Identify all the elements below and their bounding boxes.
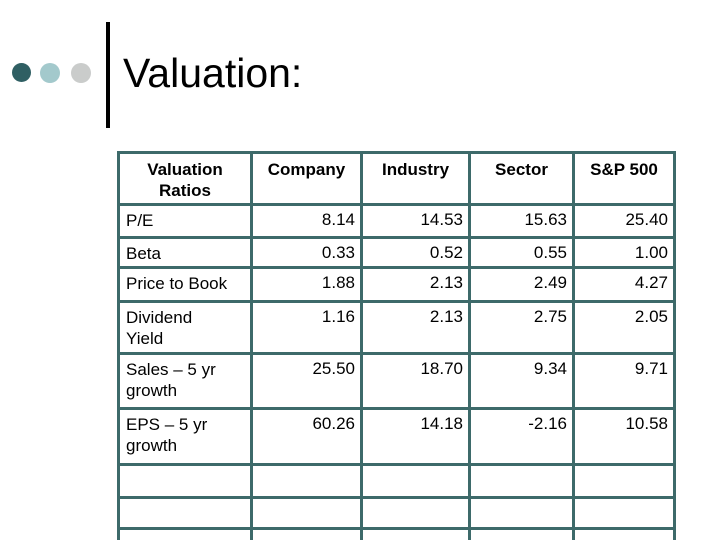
empty-cell — [360, 496, 471, 530]
cell-sp500: 25.40 — [572, 203, 676, 239]
header-industry: Industry — [360, 151, 471, 206]
row-label: Beta — [117, 236, 253, 269]
empty-cell — [117, 463, 253, 499]
cell-sp500: 1.00 — [572, 236, 676, 269]
empty-cell — [468, 527, 575, 540]
cell-sector: -2.16 — [468, 407, 575, 466]
cell-industry: 0.52 — [360, 236, 471, 269]
table-row-empty — [117, 527, 676, 540]
empty-cell — [572, 496, 676, 530]
bullet-circle-gray-icon — [71, 63, 91, 83]
cell-company: 8.14 — [250, 203, 363, 239]
cell-industry: 2.13 — [360, 300, 471, 355]
table-row-sales-growth: Sales – 5 yr growth 25.50 18.70 9.34 9.7… — [117, 352, 676, 410]
header-sector: Sector — [468, 151, 575, 206]
header-company: Company — [250, 151, 363, 206]
empty-cell — [468, 496, 575, 530]
table-header-row: Valuation Ratios Company Industry Sector… — [117, 151, 676, 206]
cell-sp500: 9.71 — [572, 352, 676, 410]
cell-industry: 14.53 — [360, 203, 471, 239]
bullet-circle-dark-teal-icon — [12, 63, 31, 82]
cell-industry: 18.70 — [360, 352, 471, 410]
table-row-eps-growth: EPS – 5 yr growth 60.26 14.18 -2.16 10.5… — [117, 407, 676, 466]
cell-company: 60.26 — [250, 407, 363, 466]
table-row-price-to-book: Price to Book 1.88 2.13 2.49 4.27 — [117, 266, 676, 303]
empty-cell — [572, 463, 676, 499]
row-label: P/E — [117, 203, 253, 239]
cell-industry: 2.13 — [360, 266, 471, 303]
table-row-dividend-yield: Dividend Yield 1.16 2.13 2.75 2.05 — [117, 300, 676, 355]
empty-cell — [360, 527, 471, 540]
row-label: Sales – 5 yr growth — [117, 352, 253, 410]
valuation-table: Valuation Ratios Company Industry Sector… — [117, 151, 676, 540]
table-row-empty — [117, 463, 676, 499]
slide-title: Valuation: — [123, 50, 303, 96]
empty-cell — [360, 463, 471, 499]
empty-cell — [117, 496, 253, 530]
cell-sector: 9.34 — [468, 352, 575, 410]
cell-sp500: 4.27 — [572, 266, 676, 303]
cell-sector: 2.75 — [468, 300, 575, 355]
cell-sector: 15.63 — [468, 203, 575, 239]
cell-company: 1.88 — [250, 266, 363, 303]
row-label: EPS – 5 yr growth — [117, 407, 253, 466]
empty-cell — [117, 527, 253, 540]
empty-cell — [572, 527, 676, 540]
cell-company: 1.16 — [250, 300, 363, 355]
bullet-circle-light-teal-icon — [40, 63, 60, 83]
header-valuation-ratios: Valuation Ratios — [117, 151, 253, 206]
empty-cell — [250, 463, 363, 499]
row-label: Dividend Yield — [117, 300, 253, 355]
title-divider-bar — [106, 22, 110, 128]
table-row-pe: P/E 8.14 14.53 15.63 25.40 — [117, 203, 676, 239]
row-label: Price to Book — [117, 266, 253, 303]
cell-industry: 14.18 — [360, 407, 471, 466]
cell-company: 25.50 — [250, 352, 363, 410]
cell-sp500: 10.58 — [572, 407, 676, 466]
empty-cell — [250, 527, 363, 540]
cell-sector: 0.55 — [468, 236, 575, 269]
empty-cell — [468, 463, 575, 499]
cell-sp500: 2.05 — [572, 300, 676, 355]
empty-cell — [250, 496, 363, 530]
cell-sector: 2.49 — [468, 266, 575, 303]
cell-company: 0.33 — [250, 236, 363, 269]
header-sp500: S&P 500 — [572, 151, 676, 206]
table-row-beta: Beta 0.33 0.52 0.55 1.00 — [117, 236, 676, 269]
table-row-empty — [117, 496, 676, 530]
